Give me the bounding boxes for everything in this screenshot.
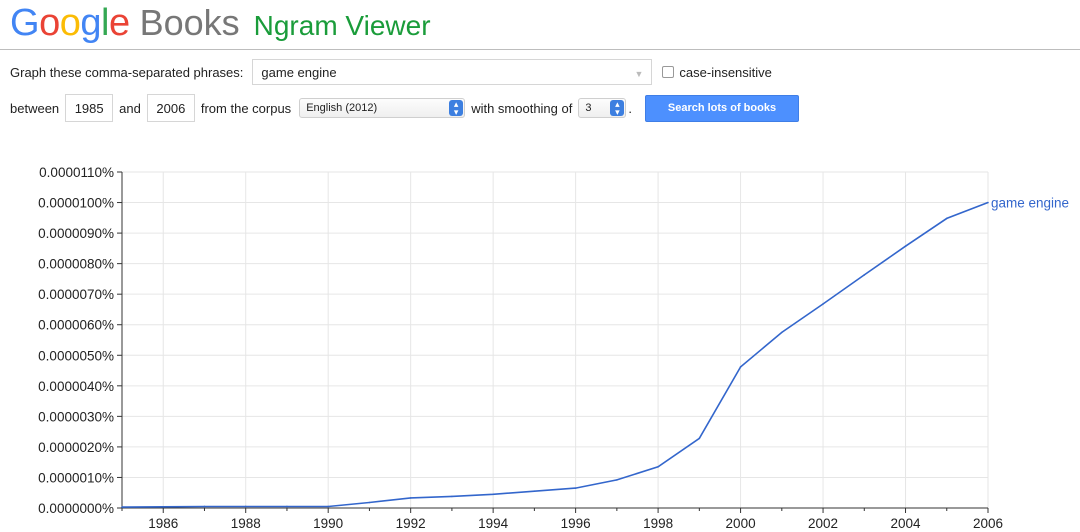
data-point	[327, 505, 329, 508]
search-button[interactable]: Search lots of books	[644, 94, 799, 122]
y-tick-label: 0.0000070%	[38, 287, 114, 302]
x-tick-label: 2000	[726, 516, 756, 531]
data-point	[409, 497, 412, 499]
case-insensitive-checkbox[interactable]	[662, 66, 675, 78]
logo-letter: o	[59, 2, 81, 44]
google-logo[interactable]: Google	[10, 2, 130, 45]
y-tick-label: 0.0000080%	[38, 257, 114, 272]
corpus-value: English (2012)	[306, 102, 378, 114]
data-point	[162, 505, 165, 508]
data-point	[657, 465, 659, 468]
x-tick-label: 1988	[231, 516, 261, 531]
dropdown-arrow-icon[interactable]: ▼	[634, 69, 644, 79]
series-line-game-engine[interactable]	[121, 201, 989, 508]
y-tick-label: 0.0000040%	[38, 379, 114, 394]
chart-series: game engine	[121, 196, 1069, 508]
x-tick-label: 1996	[561, 516, 591, 531]
phrase-input[interactable]: game engine ▼	[252, 59, 653, 85]
data-point	[244, 505, 247, 508]
smoothing-label: with smoothing of	[471, 100, 573, 116]
books-wordmark: Books	[139, 2, 240, 43]
data-point	[863, 274, 866, 276]
data-point	[121, 506, 123, 508]
data-point	[822, 303, 824, 305]
select-spinner-icon: ▴ ▾	[449, 100, 464, 117]
select-spinner-icon: ▴ ▾	[610, 100, 625, 117]
phrase-label: Graph these comma-separated phrases:	[10, 64, 244, 80]
data-point	[492, 493, 494, 496]
end-year-input[interactable]: 2006	[146, 94, 195, 122]
product-title: Ngram Viewer	[253, 10, 431, 41]
y-tick-label: 0.0000000%	[38, 501, 114, 516]
x-tick-label: 1992	[396, 516, 426, 531]
y-tick-label: 0.0000050%	[38, 348, 114, 363]
period-text: .	[628, 100, 632, 116]
data-point	[904, 245, 907, 248]
y-tick-label: 0.0000010%	[38, 470, 114, 485]
y-tick-label: 0.0000060%	[38, 318, 114, 333]
x-tick-label: 2002	[808, 516, 838, 531]
data-point	[203, 505, 206, 508]
x-tick-label: 1998	[643, 516, 673, 531]
data-point	[368, 501, 371, 504]
header-divider	[0, 49, 1080, 50]
x-tick-label: 2006	[973, 516, 1003, 531]
phrase-row: Graph these comma-separated phrases: gam…	[10, 59, 772, 85]
y-tick-label: 0.0000030%	[38, 409, 114, 424]
data-point	[616, 479, 618, 481]
data-point	[574, 487, 577, 489]
x-axis-ticks: 1986 1988 1990 1992 1994 1996 1998 2000 2002 2004…	[148, 516, 1003, 531]
case-insensitive-label[interactable]: case-insensitive	[679, 64, 772, 80]
logo-letter: o	[39, 2, 60, 44]
and-label: and	[119, 100, 141, 116]
chart-grid	[122, 171, 989, 508]
x-tick-label: 1986	[148, 516, 178, 531]
range-row: between 1985 and 2006 from the corpus En…	[10, 94, 799, 122]
data-point	[286, 505, 288, 508]
logo-letter: g	[80, 2, 101, 44]
x-tick-label: 1990	[313, 516, 343, 531]
x-tick-label: 2004	[891, 516, 922, 531]
smoothing-select[interactable]: 3 ▴ ▾	[578, 98, 627, 118]
corpus-select[interactable]: English (2012) ▴ ▾	[299, 98, 466, 118]
data-point	[698, 437, 701, 440]
logo-letter: e	[108, 2, 130, 44]
data-point	[533, 490, 536, 493]
start-year-input[interactable]: 1985	[65, 94, 114, 122]
x-tick-label: 1994	[478, 516, 509, 531]
logo-letter: l	[100, 2, 109, 44]
data-point	[781, 331, 783, 334]
data-point	[739, 366, 742, 368]
between-label: between	[10, 100, 60, 116]
logo-letter: G	[10, 2, 40, 44]
smoothing-value: 3	[585, 102, 592, 114]
chart-axes	[117, 171, 989, 513]
data-point	[451, 495, 453, 498]
y-tick-label: 0.0000020%	[38, 440, 114, 455]
y-tick-label: 0.0000100%	[38, 196, 114, 211]
app-header: Google Books Ngram Viewer	[10, 2, 431, 46]
data-point	[945, 217, 948, 220]
y-tick-label: 0.0000110%	[39, 165, 114, 180]
series-label[interactable]: game engine	[991, 196, 1069, 211]
y-axis-ticks: 0.0000000% 0.0000010% 0.0000020% 0.0000030%…	[38, 165, 114, 516]
corpus-label: from the corpus	[200, 100, 292, 116]
phrase-value: game engine	[261, 64, 337, 80]
data-point	[987, 201, 989, 204]
y-tick-label: 0.0000090%	[38, 226, 114, 241]
